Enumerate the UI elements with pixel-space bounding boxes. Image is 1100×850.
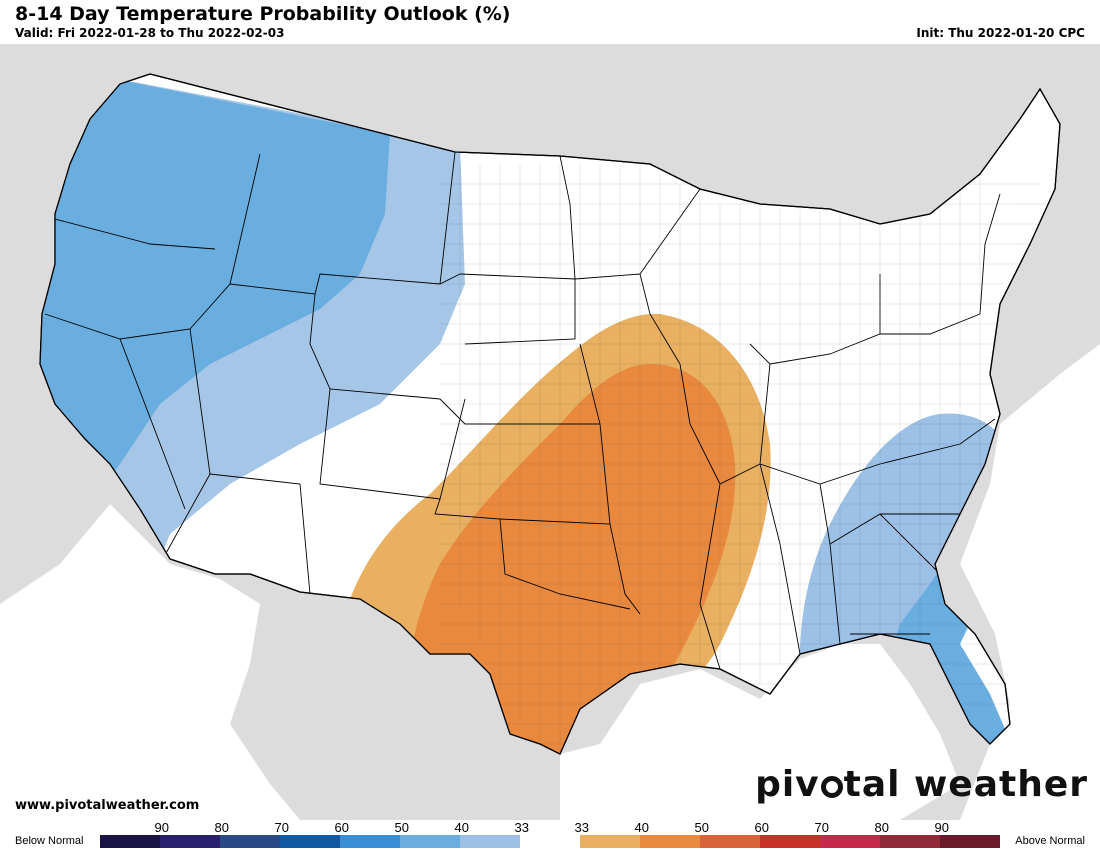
legend-swatch xyxy=(760,835,820,848)
legend-swatch xyxy=(820,835,880,848)
brand-text-start: piv xyxy=(755,764,820,805)
legend-tick: 90 xyxy=(100,820,169,835)
legend-swatch xyxy=(220,835,280,848)
legend-swatch xyxy=(400,835,460,848)
gulf-of-mexico xyxy=(560,644,960,820)
legend-tick: 33 xyxy=(460,820,529,835)
legend-tick-label: 80 xyxy=(214,820,229,835)
legend-swatch xyxy=(520,835,580,848)
legend-tick: 70 xyxy=(760,820,829,835)
legend-tick-label: 60 xyxy=(334,820,349,835)
legend-tick: 33 xyxy=(520,820,589,835)
legend-tick-label: 33 xyxy=(514,820,529,835)
legend-tick-label: 90 xyxy=(934,820,949,835)
legend-tick-label: 70 xyxy=(814,820,829,835)
website-url: www.pivotalweather.com xyxy=(15,798,200,813)
legend-swatch xyxy=(940,835,1000,848)
legend-tick-label: 90 xyxy=(154,820,169,835)
legend-below-label: Below Normal xyxy=(15,835,84,847)
subtitle-row: Valid: Fri 2022-01-28 to Thu 2022-02-03 … xyxy=(15,26,1100,42)
legend-swatch xyxy=(700,835,760,848)
legend-color-bar xyxy=(100,835,1000,848)
legend-tick: 60 xyxy=(280,820,349,835)
gear-icon xyxy=(820,776,843,798)
legend-swatch xyxy=(280,835,340,848)
legend-tick: 50 xyxy=(340,820,409,835)
conus-outline xyxy=(39,73,1061,755)
legend-swatch xyxy=(460,835,520,848)
legend-tick-label: 50 xyxy=(394,820,409,835)
legend-tick: 70 xyxy=(220,820,289,835)
legend-tick: 40 xyxy=(580,820,649,835)
outlook-map[interactable] xyxy=(0,44,1100,820)
brand-logo: piv tal weather xyxy=(755,764,1088,805)
legend-tick: 60 xyxy=(700,820,769,835)
legend-tick-label: 40 xyxy=(454,820,469,835)
valid-period: Valid: Fri 2022-01-28 to Thu 2022-02-03 xyxy=(15,26,285,40)
legend-tick: 40 xyxy=(400,820,469,835)
legend-tick-label: 70 xyxy=(274,820,289,835)
legend-tick: 80 xyxy=(160,820,229,835)
legend-tick: 50 xyxy=(640,820,709,835)
legend-swatch xyxy=(880,835,940,848)
legend-tick: 80 xyxy=(820,820,889,835)
legend-ticks: 90 80 70 60 50 40 33 33 40 50 60 70 80 90 xyxy=(100,820,1000,835)
brand-text-end: tal weather xyxy=(843,764,1088,805)
legend-tick-label: 80 xyxy=(874,820,889,835)
color-legend: Below Normal 90 80 70 60 50 40 33 33 40 50 60 70 80 9… xyxy=(0,820,1100,850)
legend-swatch xyxy=(340,835,400,848)
legend-tick: 90 xyxy=(880,820,949,835)
legend-tick-label: 50 xyxy=(694,820,709,835)
init-time: Init: Thu 2022-01-20 CPC xyxy=(916,26,1085,40)
legend-above-label: Above Normal xyxy=(1015,835,1085,847)
pacific-ocean xyxy=(0,504,300,820)
atlantic-ocean xyxy=(960,344,1100,820)
legend-swatch xyxy=(100,835,160,848)
region-below-40-west[interactable] xyxy=(20,64,390,504)
legend-swatch xyxy=(160,835,220,848)
legend-tick-label: 40 xyxy=(634,820,649,835)
legend-tick-label: 60 xyxy=(754,820,769,835)
legend-tick-label: 33 xyxy=(574,820,589,835)
legend-tick xyxy=(940,820,1000,835)
legend-swatch xyxy=(580,835,640,848)
title-block: 8-14 Day Temperature Probability Outlook… xyxy=(15,2,1100,42)
legend-swatch xyxy=(640,835,700,848)
page-title: 8-14 Day Temperature Probability Outlook… xyxy=(15,3,511,25)
